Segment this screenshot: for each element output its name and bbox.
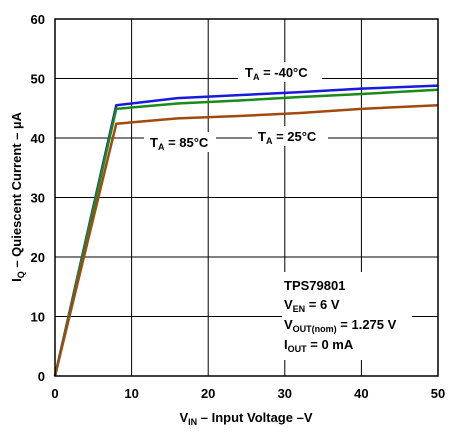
label-bg-minus40 xyxy=(238,62,322,82)
y-tick-label: 0 xyxy=(38,369,45,384)
series-label-85-prefix: T xyxy=(150,135,158,150)
label-bg-85 xyxy=(144,132,216,152)
conditions-ven-sub: EN xyxy=(293,304,306,314)
y-axis-label-sub: Q xyxy=(16,271,26,278)
x-tick-label: 30 xyxy=(278,386,292,401)
series-line-25c xyxy=(53,88,439,377)
conditions-ven: VEN = 6 V xyxy=(284,297,340,314)
conditions-vout-value: = 1.275 V xyxy=(337,317,397,332)
conditions-vout: VOUT(nom) = 1.275 V xyxy=(284,317,397,334)
y-tick-label: 20 xyxy=(31,250,45,265)
x-tick-label: 40 xyxy=(354,386,368,401)
series-label-85-sub: A xyxy=(158,142,165,152)
x-tick-labels: 0 10 20 30 40 50 xyxy=(51,386,445,401)
series-label-minus40-text: = -40°C xyxy=(259,65,308,80)
x-axis-label-rest: – Input Voltage –V xyxy=(197,410,313,425)
y-tick-label: 60 xyxy=(31,12,45,27)
series-label-25-prefix: T xyxy=(258,129,266,144)
conditions-vout-main: V xyxy=(284,317,293,332)
conditions-iout: IOUT = 0 mA xyxy=(284,337,354,354)
x-axis-label-sub: IN xyxy=(188,417,197,427)
label-bg-25 xyxy=(252,126,328,146)
conditions-iout-value: = 0 mA xyxy=(307,337,354,352)
x-tick-label: 50 xyxy=(431,386,445,401)
series-label-25-text: = 25°C xyxy=(272,129,316,144)
conditions-ven-value: = 6 V xyxy=(305,297,340,312)
y-axis-label: IQ – Quiescent Current – µA xyxy=(9,111,26,281)
x-axis-label: VIN – Input Voltage –V xyxy=(179,410,312,427)
y-tick-labels: 0 10 20 30 40 50 60 xyxy=(31,12,45,384)
y-axis-label-main: I xyxy=(9,278,24,282)
conditions-part: TPS79801 xyxy=(284,278,345,293)
series-label-25: TA = 25°C xyxy=(258,129,317,146)
x-tick-label: 20 xyxy=(201,386,215,401)
y-tick-label: 40 xyxy=(31,131,45,146)
plot-frame xyxy=(54,18,439,377)
series-label-85: TA = 85°C xyxy=(150,135,209,152)
x-axis-label-main: V xyxy=(179,410,188,425)
series-label-minus40: TA = -40°C xyxy=(245,65,308,82)
series-line-40c xyxy=(53,84,439,377)
series-label-85-text: = 85°C xyxy=(164,135,208,150)
x-tick-label: 0 xyxy=(51,386,58,401)
x-tick-label: 10 xyxy=(124,386,138,401)
series-label-25-sub: A xyxy=(266,136,273,146)
series-label-minus40-prefix: T xyxy=(245,65,253,80)
conditions-iout-main: I xyxy=(284,337,288,352)
conditions-vout-sub: OUT(nom) xyxy=(293,324,337,334)
series-lines xyxy=(53,84,439,377)
series-line-85c xyxy=(53,104,439,377)
conditions-bg xyxy=(282,272,412,360)
y-tick-label: 50 xyxy=(31,72,45,87)
conditions-ven-main: V xyxy=(284,297,293,312)
conditions-iout-sub: OUT xyxy=(288,344,308,354)
y-axis-label-rest: – Quiescent Current – µA xyxy=(9,111,24,271)
y-tick-label: 30 xyxy=(31,191,45,206)
y-tick-label: 10 xyxy=(31,310,45,325)
series-label-minus40-sub: A xyxy=(253,72,260,82)
